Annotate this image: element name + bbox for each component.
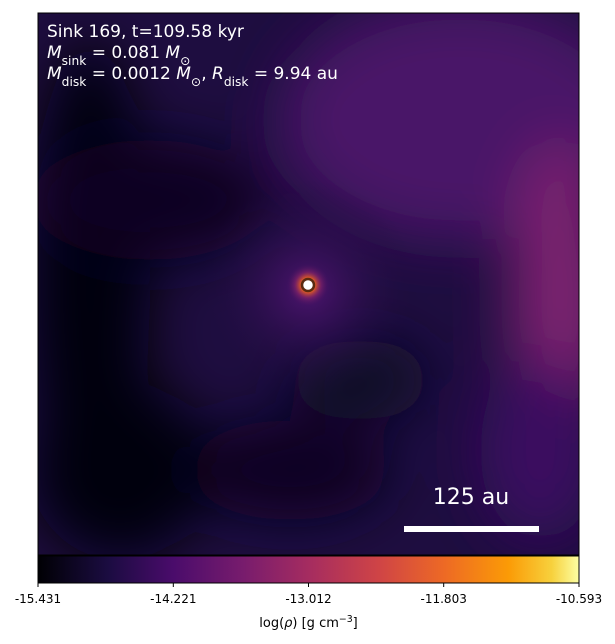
scale-bar-label: 125 au (433, 485, 509, 510)
text-segment: −3 (339, 614, 353, 625)
text-segment: R (212, 64, 224, 84)
tick-label: -13.012 (285, 592, 331, 606)
text-segment: = 9.94 au (248, 64, 338, 84)
text-segment: sink (62, 54, 88, 68)
annotation-line: Sink 169, t=109.58 kyr (47, 22, 244, 42)
colorbar (37, 555, 580, 584)
colorbar-label: log(ρ) [g cm−3] (259, 614, 358, 632)
annotation-line: Msink = 0.081 M⊙ (47, 43, 190, 68)
text-segment: = 0.0012 (86, 64, 176, 84)
tick-label: -10.593 (556, 592, 602, 606)
text-segment: ρ (284, 616, 293, 631)
text-segment: ] (353, 616, 358, 631)
text-segment: log( (259, 616, 284, 631)
text-segment: M (165, 43, 180, 63)
text-segment: Sink 169, t=109.58 kyr (47, 22, 244, 42)
tick-label: -15.431 (15, 592, 61, 606)
annotation-line: Mdisk = 0.0012 M⊙, Rdisk = 9.94 au (47, 64, 338, 89)
text-segment: ⊙ (191, 75, 201, 89)
tick-label: -14.221 (150, 592, 196, 606)
text-segment: M (47, 64, 62, 84)
tick-label: -11.803 (421, 592, 467, 606)
text-segment: ) [g cm (292, 616, 338, 631)
text-segment: , (201, 64, 212, 84)
text-segment: disk (224, 75, 250, 89)
text-segment: M (47, 43, 62, 63)
text-segment: M (176, 64, 191, 84)
text-segment: = 0.081 (86, 43, 165, 63)
colorbar-ticks: -15.431 -14.221 -13.012 -11.803 -10.593 log(ρ… (15, 583, 602, 631)
density-map (38, 13, 579, 555)
text-segment: ⊙ (180, 54, 190, 68)
text-segment: disk (62, 75, 88, 89)
